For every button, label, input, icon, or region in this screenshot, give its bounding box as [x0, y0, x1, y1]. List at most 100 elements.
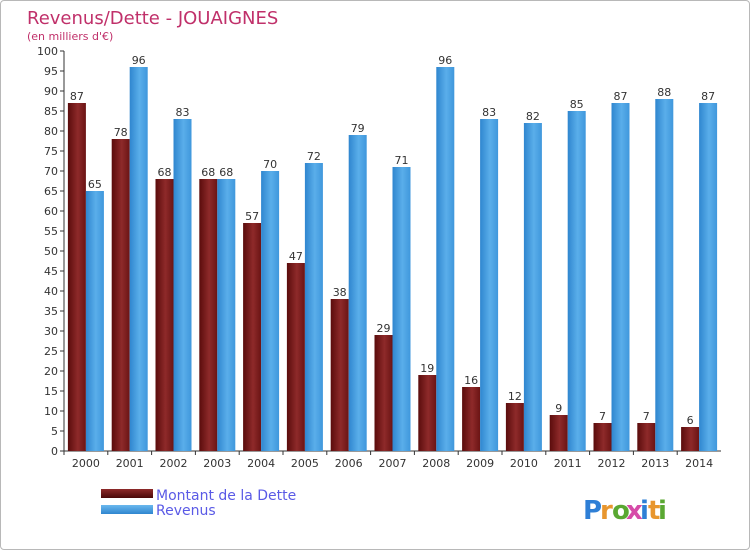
data-label: 16 — [464, 374, 478, 387]
data-label: 68 — [219, 166, 233, 179]
y-tick-label: 50 — [44, 245, 58, 258]
data-label: 83 — [482, 106, 496, 119]
x-tick-label: 2002 — [160, 457, 188, 470]
y-tick-label: 0 — [51, 445, 58, 458]
y-tick-label: 100 — [37, 45, 58, 58]
y-tick-label: 60 — [44, 205, 58, 218]
logo-letter: o — [612, 496, 630, 526]
x-tick-label: 2007 — [379, 457, 407, 470]
x-tick-label: 2012 — [598, 457, 626, 470]
bar-revenus — [85, 191, 104, 451]
data-label: 29 — [377, 322, 391, 335]
data-label: 79 — [351, 122, 365, 135]
data-label: 9 — [555, 402, 562, 415]
y-tick-label: 55 — [44, 225, 58, 238]
legend-label-revenus: Revenus — [156, 503, 216, 519]
data-labels-layer: 87 78 68 68 57 47 38 29 19 16 12 9 7 7 6 65 96 83 68 70 72 79… — [70, 54, 715, 427]
bar-revenus — [392, 167, 411, 451]
data-label: 70 — [263, 158, 277, 171]
data-label: 57 — [245, 210, 259, 223]
chart-subtitle: (en milliers d'€) — [27, 30, 113, 43]
logo-letter: t — [648, 496, 660, 526]
x-tick-label: 2013 — [641, 457, 669, 470]
bar-revenus — [217, 179, 236, 451]
bar-revenus — [699, 103, 718, 451]
bar-dette — [286, 263, 305, 451]
data-label: 85 — [570, 98, 584, 111]
y-tick-label: 15 — [44, 385, 58, 398]
y-tick-label: 5 — [51, 425, 58, 438]
x-tick-label: 2008 — [422, 457, 450, 470]
bar-dette — [593, 423, 612, 451]
y-tick-label: 10 — [44, 405, 58, 418]
y-tick-label: 85 — [44, 105, 58, 118]
bar-revenus — [348, 135, 367, 451]
x-tick-label: 2000 — [72, 457, 100, 470]
logo-letter: i — [658, 496, 667, 526]
bar-revenus — [436, 67, 455, 451]
x-tick-label: 2001 — [116, 457, 144, 470]
logo-letter: x — [626, 496, 643, 526]
y-tick-label: 40 — [44, 285, 58, 298]
data-label: 82 — [526, 110, 540, 123]
bar-dette — [243, 223, 262, 451]
logo-letter: P — [583, 496, 602, 526]
data-label: 96 — [132, 54, 146, 67]
data-label: 87 — [701, 90, 715, 103]
data-label: 72 — [307, 150, 321, 163]
y-tick-label: 75 — [44, 145, 58, 158]
data-label: 68 — [158, 166, 172, 179]
legend-label-debt: Montant de la Dette — [156, 488, 296, 504]
y-tick-label: 30 — [44, 325, 58, 338]
y-tick-label: 20 — [44, 365, 58, 378]
data-label: 6 — [687, 414, 694, 427]
bar-dette — [155, 179, 174, 451]
bar-dette — [505, 403, 524, 451]
y-tick-label: 70 — [44, 165, 58, 178]
bar-revenus — [523, 123, 542, 451]
data-label: 83 — [176, 106, 190, 119]
data-label: 78 — [114, 126, 128, 139]
bar-dette — [462, 387, 481, 451]
bars-layer — [67, 67, 718, 451]
data-label: 12 — [508, 390, 522, 403]
data-label: 7 — [643, 410, 650, 423]
data-label: 38 — [333, 286, 347, 299]
x-axis: 2000 2001 2002 2003 2004 2005 2006 2007 2008 2009… — [63, 450, 721, 470]
bar-revenus — [304, 163, 323, 451]
x-tick-label: 2010 — [510, 457, 538, 470]
y-tick-label: 35 — [44, 305, 58, 318]
bar-dette — [330, 299, 349, 451]
x-tick-label: 2009 — [466, 457, 494, 470]
data-label: 87 — [614, 90, 628, 103]
legend-swatch-debt — [101, 489, 153, 498]
bar-revenus — [129, 67, 148, 451]
bar-revenus — [655, 99, 674, 451]
bar-dette — [199, 179, 218, 451]
y-tick-label: 90 — [44, 85, 58, 98]
bar-revenus — [567, 111, 586, 451]
bar-dette — [549, 415, 568, 451]
y-tick-label: 45 — [44, 265, 58, 278]
proxiti-logo: Pr oxi ti — [583, 496, 667, 526]
bar-dette — [681, 427, 700, 451]
data-label: 47 — [289, 250, 303, 263]
data-label: 65 — [88, 178, 102, 191]
bar-dette — [418, 375, 437, 451]
chart-title: Revenus/Dette - JOUAIGNES — [27, 8, 278, 29]
bar-dette — [637, 423, 656, 451]
y-tick-label: 25 — [44, 345, 58, 358]
data-label: 88 — [657, 86, 671, 99]
bar-revenus — [611, 103, 630, 451]
bar-revenus — [261, 171, 280, 451]
bar-dette — [111, 139, 130, 451]
bar-dette — [67, 103, 86, 451]
x-tick-label: 2006 — [335, 457, 363, 470]
logo-letter: r — [600, 496, 613, 526]
data-label: 96 — [438, 54, 452, 67]
x-tick-label: 2004 — [247, 457, 275, 470]
logo-letter: i — [640, 496, 649, 526]
data-label: 71 — [395, 154, 409, 167]
